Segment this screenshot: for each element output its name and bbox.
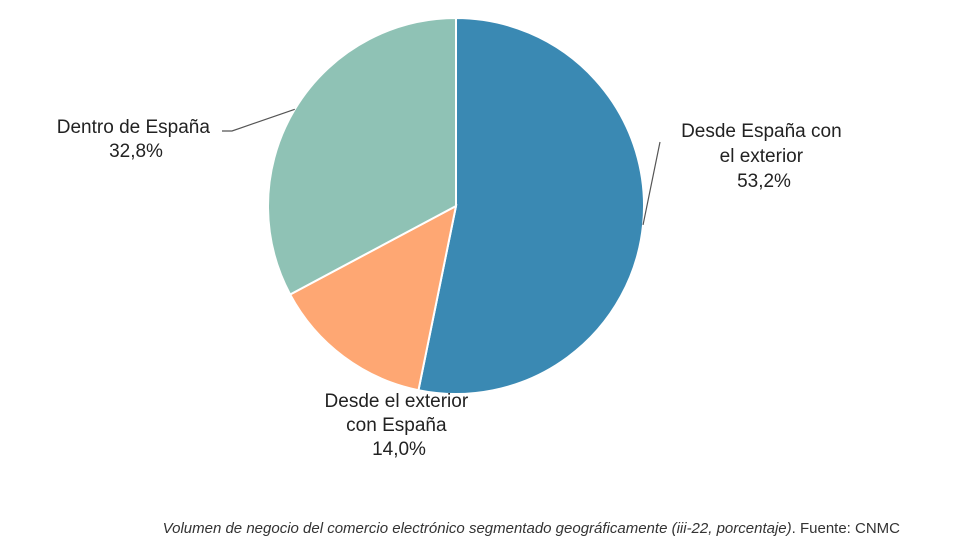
slice-label-line: el exterior <box>720 146 804 167</box>
slice-value-label: 32,8% <box>109 141 163 162</box>
slice-value-label: 14,0% <box>372 439 426 460</box>
pie-slice-2 <box>267 16 457 296</box>
pie-slice-1 <box>288 204 458 392</box>
pie-slices <box>267 16 645 395</box>
caption-source: Fuente: CNMC <box>799 520 900 537</box>
caption-separator: . <box>791 520 800 537</box>
slice-label-line: Dentro de España <box>57 117 211 138</box>
slice-value-label: 53,2% <box>737 171 791 192</box>
slice-label-dentro-de-espana: Dentro de España 32,8% <box>57 117 215 162</box>
leader-line-2 <box>222 108 295 132</box>
pie-chart: Desde España con el exterior 53,2% Desde… <box>57 16 847 460</box>
leader-line-0 <box>642 141 661 225</box>
leader-lines <box>222 108 661 225</box>
slice-label-line: con España <box>346 415 447 436</box>
chart-caption: Volumen de negocio del comercio electrón… <box>0 520 900 537</box>
caption-title: Volumen de negocio del comercio electrón… <box>162 520 792 537</box>
slice-label-desde-espana-con-el-exterior: Desde España con el exterior 53,2% <box>681 121 847 192</box>
slice-label-line: Desde España con <box>681 121 842 142</box>
slice-label-desde-el-exterior-con-espana: Desde el exterior con España 14,0% <box>325 391 474 460</box>
slice-label-line: Desde el exterior <box>325 391 469 412</box>
pie-slice-0 <box>417 16 645 395</box>
